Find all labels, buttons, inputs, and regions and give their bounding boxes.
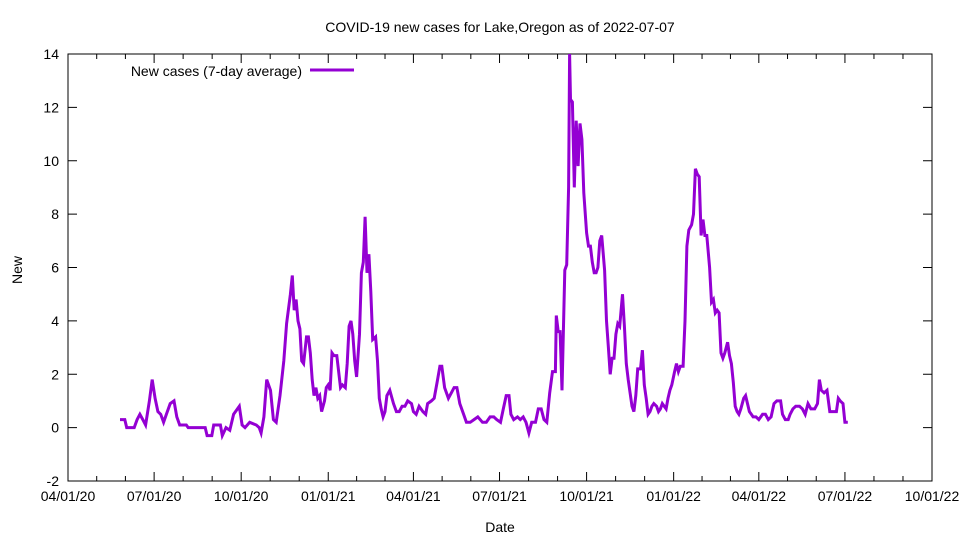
plot-frame: [67, 53, 933, 482]
y-tick-label: 10: [43, 153, 59, 169]
x-tick-label: 07/01/22: [818, 488, 873, 504]
y-tick-label: 6: [51, 260, 59, 276]
series-line: [120, 53, 848, 441]
x-tick-label: 10/01/20: [214, 488, 269, 504]
x-tick-label: 04/01/22: [732, 488, 787, 504]
x-tick-label: 07/01/21: [472, 488, 527, 504]
x-axis-label: Date: [485, 519, 515, 535]
y-tick-label: 2: [51, 366, 59, 382]
x-tick-label: 01/01/21: [301, 488, 356, 504]
y-tick-label: 12: [43, 99, 59, 115]
x-tick-label: 10/01/22: [905, 488, 960, 504]
y-axis-label: New: [9, 255, 25, 284]
x-tick-label: 10/01/21: [559, 488, 614, 504]
y-tick-label: 14: [43, 46, 59, 62]
y-tick-label: 0: [51, 420, 59, 436]
y-tick-label: -2: [47, 473, 60, 489]
x-tick-label: 04/01/21: [386, 488, 441, 504]
x-tick-label: 01/01/22: [646, 488, 701, 504]
y-tick-label: 8: [51, 206, 59, 222]
x-tick-label: 07/01/20: [127, 488, 182, 504]
chart-title: COVID-19 new cases for Lake,Oregon as of…: [325, 19, 675, 35]
legend: New cases (7-day average): [131, 63, 354, 79]
legend-label: New cases (7-day average): [131, 63, 302, 79]
y-tick-label: 4: [51, 313, 59, 329]
x-tick-label: 04/01/20: [41, 488, 96, 504]
